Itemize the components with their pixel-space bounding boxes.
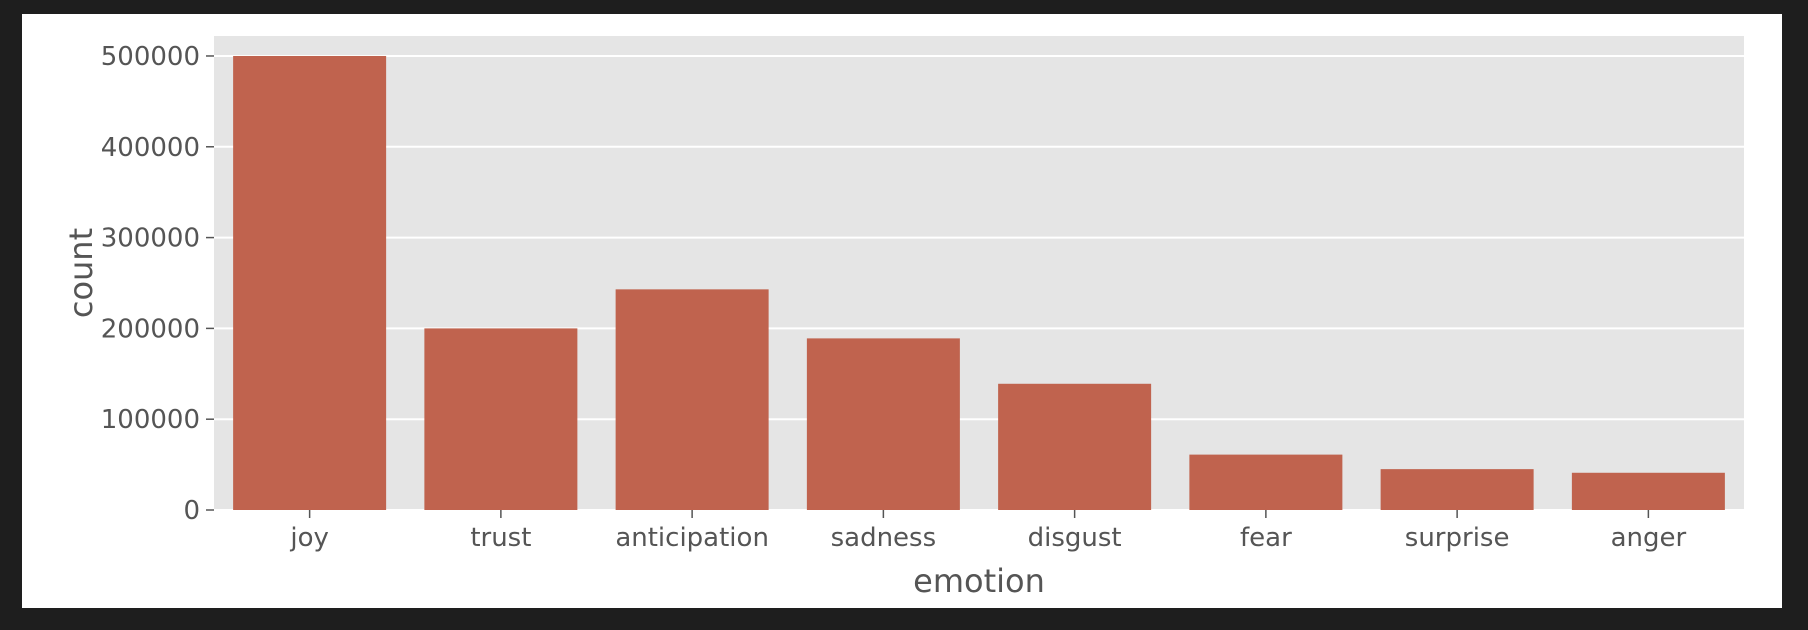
bar-surprise (1380, 469, 1534, 510)
y-axis-ticks: 0 100000 200000 300000 400000 500000 (101, 42, 214, 526)
y-tick-label: 400000 (101, 133, 200, 163)
x-axis-ticks: joy trust anticipation sadness disgust fear su… (289, 510, 1686, 553)
x-axis-label: emotion (913, 562, 1045, 600)
y-tick-label: 100000 (101, 405, 200, 435)
bar-sadness (806, 338, 960, 510)
x-tick-label-anger: anger (1611, 523, 1687, 553)
chart-figure: 0 100000 200000 300000 400000 500000 joy trust… (22, 14, 1782, 608)
x-tick-label-disgust: disgust (1028, 523, 1122, 553)
bar-chart: 0 100000 200000 300000 400000 500000 joy trust… (62, 36, 1744, 600)
y-tick-label: 200000 (101, 314, 200, 344)
x-tick-label-trust: trust (470, 523, 531, 553)
x-tick-label-fear: fear (1240, 523, 1292, 553)
bar-trust (424, 328, 578, 510)
y-tick-label: 0 (183, 496, 200, 526)
bar-disgust (998, 383, 1152, 510)
y-tick-label: 500000 (101, 42, 200, 72)
bar-anger (1571, 472, 1725, 510)
bar-fear (1189, 454, 1343, 510)
bar-anticipation (615, 289, 769, 510)
x-tick-label-anticipation: anticipation (615, 523, 769, 553)
x-tick-label-surprise: surprise (1405, 523, 1510, 553)
x-tick-label-joy: joy (289, 523, 329, 553)
bars (233, 55, 1725, 510)
bar-joy (233, 55, 387, 510)
y-axis-label: count (62, 228, 100, 318)
y-tick-label: 300000 (101, 224, 200, 254)
x-tick-label-sadness: sadness (831, 523, 937, 553)
